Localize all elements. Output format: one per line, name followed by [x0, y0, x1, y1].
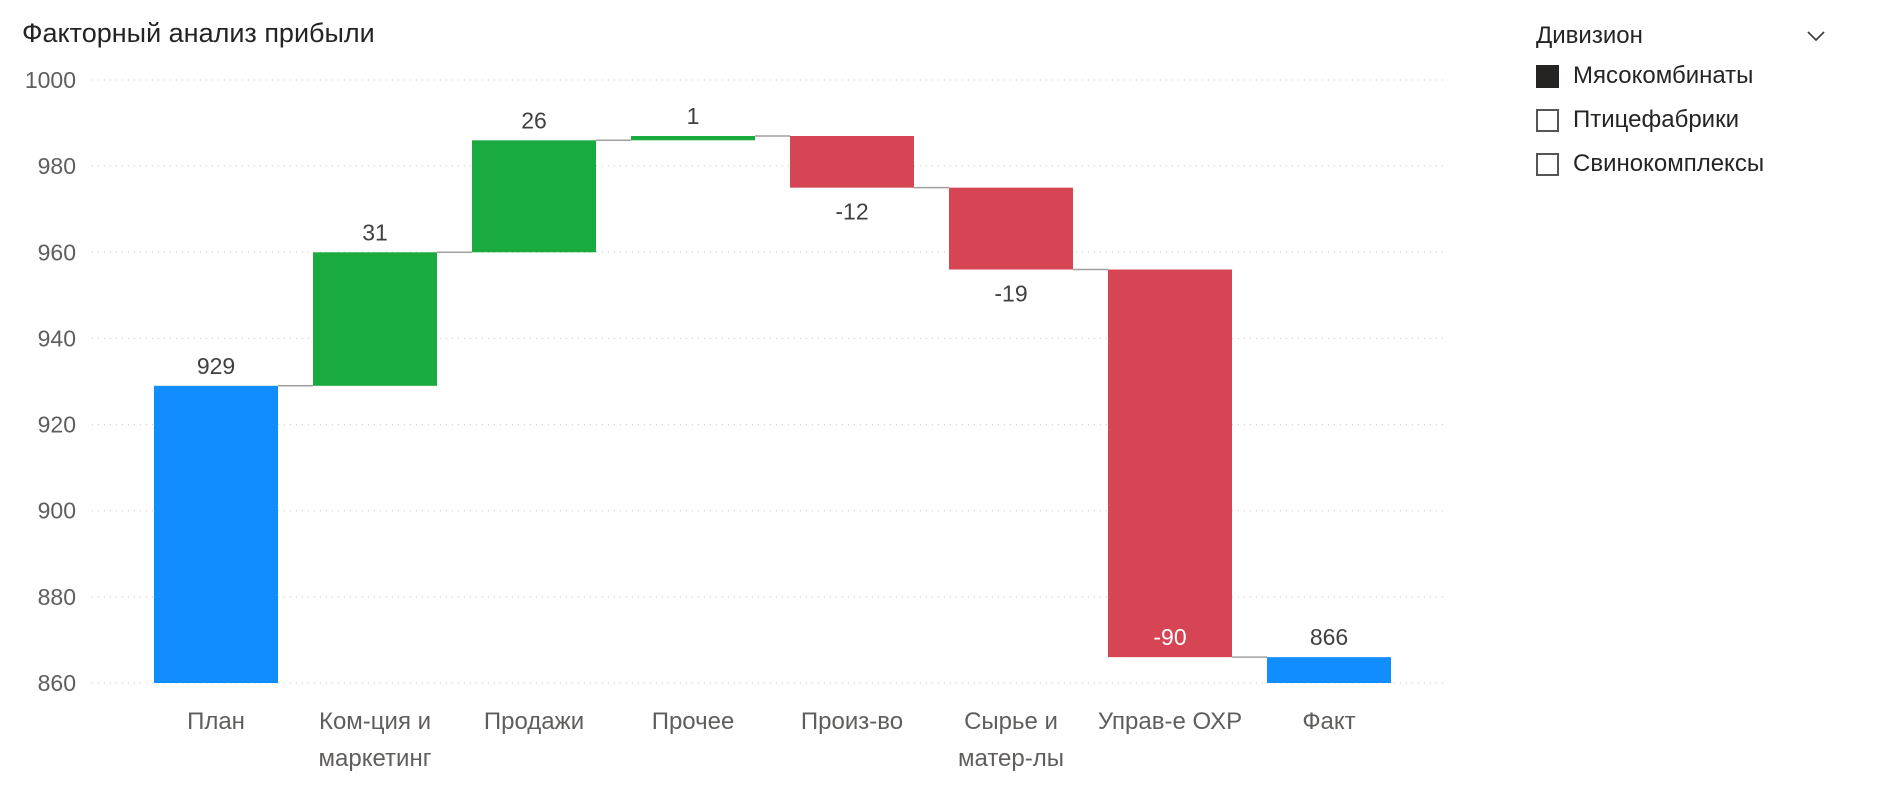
checkbox-icon[interactable]	[1536, 108, 1559, 132]
x-tick-label: Ком-ция и	[319, 708, 431, 735]
bar-total[interactable]	[1267, 657, 1391, 683]
checkbox-icon[interactable]	[1536, 152, 1559, 176]
y-tick-label: 1000	[25, 67, 76, 93]
x-tick-label: Управ-е ОХР	[1098, 708, 1242, 735]
chevron-down-icon[interactable]	[1804, 24, 1828, 48]
data-label: 866	[1310, 624, 1348, 650]
bar-decrease[interactable]	[1108, 269, 1232, 658]
data-label: -90	[1153, 624, 1186, 650]
y-tick-label: 860	[38, 670, 76, 696]
x-tick-label: маркетинг	[319, 745, 432, 772]
slicer-item[interactable]: Свинокомплексы	[1536, 142, 1836, 186]
x-tick-label: матер-лы	[958, 745, 1064, 772]
slicer-item[interactable]: Птицефабрики	[1536, 98, 1836, 142]
data-label: -12	[835, 199, 868, 225]
slicer-item-label: Птицефабрики	[1573, 106, 1739, 133]
y-axis: 860 880 900 920 940 960 980 1000	[25, 67, 76, 696]
data-label: 1	[687, 103, 700, 129]
bar-increase[interactable]	[472, 140, 596, 253]
slicer-item-label: Мясокомбинаты	[1573, 62, 1754, 89]
y-tick-label: 980	[38, 153, 76, 179]
y-tick-label: 960	[38, 239, 76, 265]
x-tick-label: Сырье и	[964, 708, 1058, 735]
slicer-item-list: Мясокомбинаты Птицефабрики Свинокомплексы	[1536, 54, 1836, 186]
gridlines	[92, 79, 1448, 684]
y-tick-label: 920	[38, 412, 76, 438]
bars	[154, 135, 1391, 683]
slicer-item[interactable]: Мясокомбинаты	[1536, 54, 1836, 98]
bar-increase[interactable]	[631, 135, 755, 141]
waterfall-chart: 860 880 900 920 940 960 980 1000 929 31 26 1 -12 -19…	[25, 67, 1448, 772]
slicer-item-label: Свинокомплексы	[1573, 150, 1765, 177]
data-label: 929	[197, 353, 235, 379]
y-tick-label: 900	[38, 498, 76, 524]
data-label: 31	[362, 219, 388, 245]
slicer-header[interactable]: Дивизион	[1536, 18, 1828, 54]
data-label: 26	[521, 107, 547, 133]
slicer-title: Дивизион	[1536, 22, 1643, 49]
x-tick-label: План	[187, 708, 245, 735]
x-tick-label: Прочее	[652, 708, 735, 735]
bar-decrease[interactable]	[949, 187, 1073, 270]
data-labels: 929 31 26 1 -12 -19 -90 866	[197, 103, 1348, 650]
data-label: -19	[994, 281, 1027, 307]
y-tick-label: 880	[38, 584, 76, 610]
x-tick-label: Продажи	[484, 708, 584, 735]
bar-total[interactable]	[154, 385, 278, 683]
chart-title: Факторный анализ прибыли	[22, 18, 375, 48]
connector-lines	[278, 135, 1267, 658]
bar-increase[interactable]	[313, 252, 437, 386]
x-tick-label: Факт	[1302, 708, 1355, 735]
y-tick-label: 940	[38, 325, 76, 351]
bar-decrease[interactable]	[790, 135, 914, 188]
division-slicer: Дивизион Мясокомбинаты Птицефабрики Свинок…	[1536, 18, 1836, 186]
x-axis: План Ком-ция и маркетинг Продажи Прочее Произ…	[187, 708, 1356, 772]
checkbox-checked-icon[interactable]	[1536, 64, 1559, 88]
x-tick-label: Произ-во	[801, 708, 903, 735]
